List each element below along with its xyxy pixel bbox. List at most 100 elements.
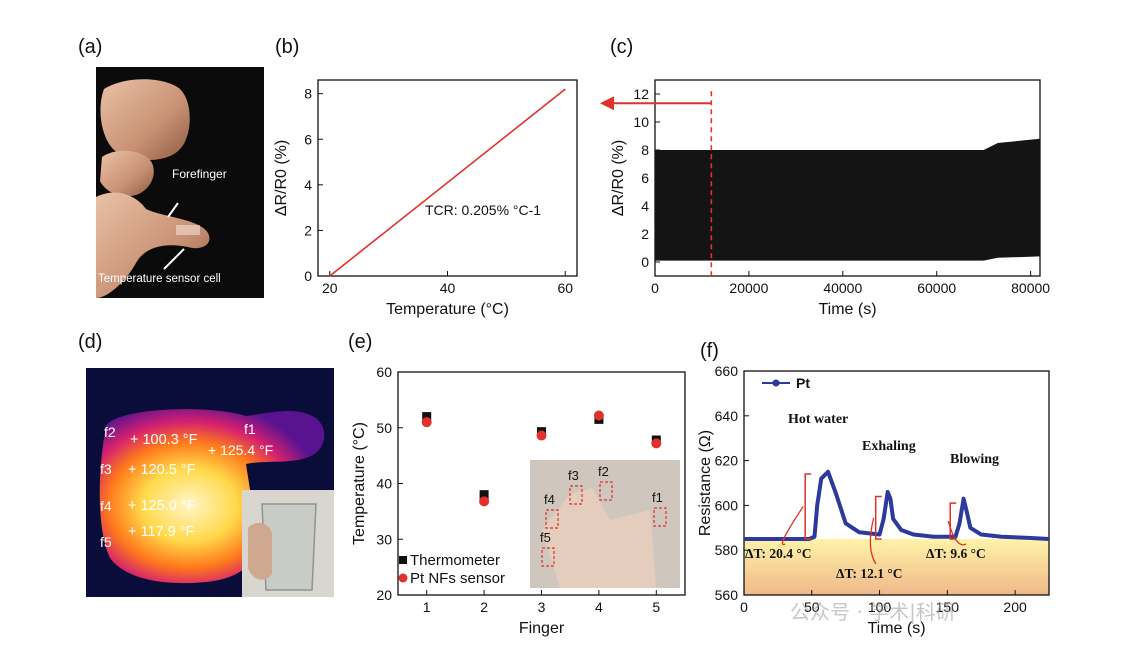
- y-tick-label: 8: [304, 86, 312, 102]
- reading-f3-value: + 120.5 °F: [128, 462, 196, 478]
- event-label: Blowing: [950, 452, 999, 467]
- y-tick-label: 20: [376, 587, 392, 603]
- baseline-shading: [744, 539, 1049, 595]
- delta-label: ΔT: 20.4 °C: [745, 546, 812, 561]
- y-tick-label: 50: [376, 420, 392, 436]
- reading-f1-value: + 125.4 °F: [208, 442, 274, 458]
- legend-label-pt-sensor: Pt NFs sensor: [410, 570, 505, 587]
- delta-label: ΔT: 9.6 °C: [926, 546, 986, 561]
- legend-marker-thermometer: [399, 556, 407, 564]
- panel-label-c: (c): [610, 36, 634, 58]
- delta-label: ΔT: 12.1 °C: [836, 566, 903, 581]
- inset-box-f3: [569, 485, 583, 505]
- x-tick-label: 0: [740, 599, 748, 615]
- y-tick-label: 560: [715, 587, 739, 603]
- x-axis-label: Time (s): [867, 620, 925, 637]
- reading-f2-finger: f2: [104, 424, 116, 440]
- legend-label-pt: Pt: [796, 375, 810, 391]
- x-tick-label: 5: [652, 599, 660, 615]
- x-axis-label: Finger: [519, 620, 565, 637]
- y-tick-label: 6: [641, 170, 649, 186]
- tcr-annotation: TCR: 0.205% °C-1: [425, 202, 541, 218]
- x-tick-label: 100: [868, 599, 892, 615]
- resistance-line: [744, 469, 1050, 541]
- inset-box-f4: [545, 509, 559, 529]
- cycling-band: [655, 138, 1040, 261]
- point-thermometer: [422, 412, 432, 422]
- x-tick-label: 40000: [823, 280, 862, 296]
- y-axis-label: Temperature (°C): [351, 422, 368, 545]
- y-axis-label: Resistance (Ω): [697, 430, 714, 536]
- y-tick-label: 8: [641, 142, 649, 158]
- y-axis-label: ΔR/R0 (%): [273, 140, 290, 216]
- y-tick-label: 2: [641, 226, 649, 242]
- y-tick-label: 4: [641, 198, 649, 214]
- reading-f5-finger: f5: [100, 534, 112, 550]
- reading-f5-value: + 117.9 °F: [128, 524, 195, 540]
- y-tick-label: 580: [715, 542, 739, 558]
- arrow-head: [600, 96, 614, 111]
- y-tick-label: 10: [633, 114, 649, 130]
- x-tick-label: 40: [440, 280, 456, 296]
- point-pt-sensor: [593, 410, 604, 421]
- x-tick-label: 60: [557, 280, 573, 296]
- inset-label-f1: f1: [652, 490, 663, 505]
- x-tick-label: 60000: [917, 280, 956, 296]
- y-tick-label: 12: [633, 86, 649, 102]
- x-tick-label: 80000: [1011, 280, 1050, 296]
- delta-arrow: [869, 517, 877, 565]
- delta-bracket: [874, 495, 882, 540]
- x-tick-label: 50: [804, 599, 820, 615]
- x-axis-label: Temperature (°C): [386, 301, 509, 318]
- y-axis-label: ΔR/R0 (%): [610, 140, 627, 216]
- inset-label-f3: f3: [568, 468, 579, 483]
- reading-f4-value: + 125.0 °F: [128, 498, 196, 514]
- reading-f1-finger: f1: [244, 421, 256, 437]
- inset-label-f2: f2: [598, 464, 609, 479]
- y-tick-label: 6: [304, 131, 312, 147]
- x-axis-label: Time (s): [818, 301, 876, 318]
- y-tick-label: 620: [715, 453, 739, 469]
- y-tick-label: 600: [715, 497, 739, 513]
- y-tick-label: 2: [304, 222, 312, 238]
- x-tick-label: 1: [423, 599, 431, 615]
- reading-f3-finger: f3: [100, 461, 112, 477]
- reading-f4-finger: f4: [100, 498, 112, 514]
- x-tick-label: 3: [538, 599, 546, 615]
- event-label: Exhaling: [862, 439, 916, 454]
- y-tick-label: 660: [715, 363, 739, 379]
- y-tick-label: 60: [376, 364, 392, 380]
- finger-photo: Forefinger Temperature sensor cell: [96, 67, 264, 298]
- point-pt-sensor: [421, 417, 432, 428]
- inset-box-f1: [653, 507, 667, 527]
- legend-marker-pt-sensor: [398, 573, 408, 583]
- y-tick-label: 640: [715, 408, 739, 424]
- tcr-line: [329, 88, 566, 277]
- y-tick-label: 30: [376, 531, 392, 547]
- panel-label-a: (a): [78, 36, 103, 58]
- delta-bracket: [949, 502, 957, 540]
- y-tick-label: 0: [641, 254, 649, 270]
- panel-label-d: (d): [78, 331, 103, 353]
- delta-bracket: [804, 473, 812, 540]
- y-tick-label: 40: [376, 476, 392, 492]
- x-tick-label: 200: [1003, 599, 1027, 615]
- point-pt-sensor: [536, 430, 547, 441]
- delta-arrow: [781, 506, 804, 546]
- sensor-cell-label: Temperature sensor cell: [98, 273, 221, 285]
- delta-arrow: [947, 520, 967, 546]
- point-thermometer: [479, 490, 489, 500]
- inset-hand: [542, 488, 656, 588]
- inset-box-f2: [599, 481, 613, 501]
- x-tick-label: 2: [480, 599, 488, 615]
- inset-label-f5: f5: [540, 530, 551, 545]
- x-tick-label: 0: [651, 280, 659, 296]
- thermal-image: f2 + 100.3 °F f1 + 125.4 °F f3 + 120.5 °…: [86, 368, 334, 597]
- inset-box-f5: [541, 547, 555, 567]
- x-tick-label: 20000: [729, 280, 768, 296]
- watermark: 公众号 · 学术|科研: [790, 600, 956, 624]
